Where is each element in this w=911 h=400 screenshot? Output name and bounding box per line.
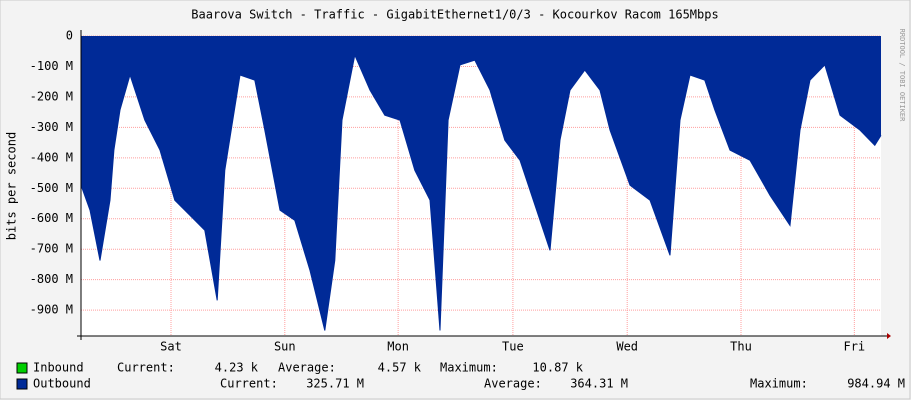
x-tick-label: Fri (843, 340, 865, 354)
y-tick-label: -600 M (30, 211, 73, 225)
chart-title: Baarova Switch - Traffic - GigabitEthern… (191, 8, 718, 22)
y-tick-label: -200 M (30, 89, 73, 103)
y-tick-label: -900 M (30, 303, 73, 317)
legend-label: Outbound (33, 377, 91, 391)
stat-value: 4.57 k (378, 361, 422, 375)
y-tick-label: -800 M (30, 272, 73, 286)
x-tick-label: Sat (160, 340, 182, 354)
stat-label: Average: (484, 377, 542, 391)
axis-arrow (887, 333, 891, 339)
legend-swatch (16, 362, 28, 374)
x-tick-label: Tue (502, 340, 524, 354)
area-fill (81, 36, 881, 331)
stat-value: 984.94 M (847, 377, 905, 391)
stat-value: 325.71 M (306, 377, 364, 391)
legend-label: Inbound (33, 361, 84, 375)
x-tick-label: Sun (274, 340, 296, 354)
y-tick-label: 0 (66, 29, 73, 43)
area-edge (80, 53, 882, 331)
stat-value: 10.87 k (532, 361, 583, 375)
stat-label: Average: (278, 361, 336, 375)
stat-value: 364.31 M (570, 377, 628, 391)
x-tick-label: Wed (616, 340, 638, 354)
stat-label: Maximum: (440, 361, 498, 375)
y-tick-label: -500 M (30, 181, 73, 195)
stat-label: Current: (220, 377, 278, 391)
stat-value: 4.23 k (215, 361, 259, 375)
y-tick-label: -300 M (30, 120, 73, 134)
y-tick-label: -100 M (30, 59, 73, 73)
stat-label: Maximum: (750, 377, 808, 391)
stat-label: Current: (117, 361, 175, 375)
y-tick-label: -700 M (30, 242, 73, 256)
y-tick-label: -400 M (30, 150, 73, 164)
y-axis-label: bits per second (5, 132, 19, 240)
x-tick-label: Mon (387, 340, 409, 354)
x-tick-label: Thu (730, 340, 752, 354)
watermark: RRDTOOL / TOBI OETIKER (898, 29, 906, 123)
legend-swatch (16, 378, 28, 390)
